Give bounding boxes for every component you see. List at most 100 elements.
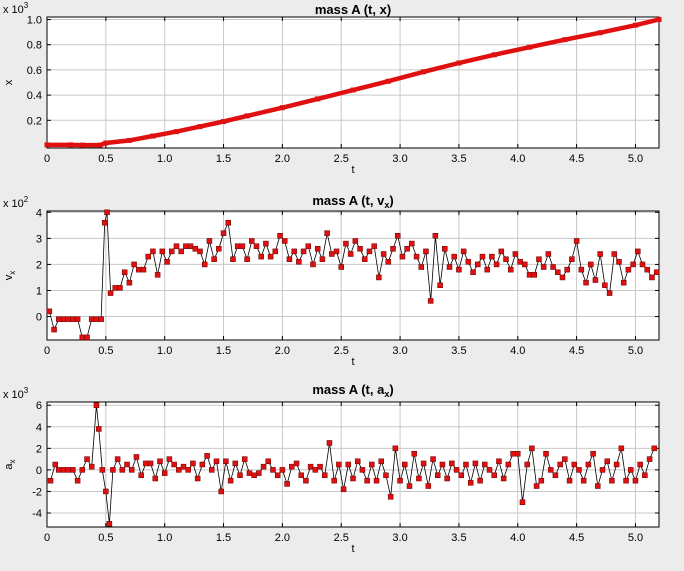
data-point <box>632 477 639 484</box>
x-tick-label: 4.5 <box>569 532 584 544</box>
data-point <box>145 253 151 260</box>
data-point <box>387 494 394 500</box>
data-point <box>491 52 497 58</box>
data-point <box>150 248 156 255</box>
x-tick-label: 2.0 <box>275 532 290 544</box>
y-tick-label: 1.0 <box>27 15 42 27</box>
data-point <box>519 499 526 505</box>
data-point <box>194 475 201 482</box>
data-point <box>413 253 420 260</box>
x-tick-label: 1.0 <box>157 532 172 544</box>
data-point <box>597 251 603 257</box>
data-point <box>555 269 561 275</box>
data-point <box>307 463 314 470</box>
data-point <box>225 219 231 226</box>
x-tick-label: 0 <box>44 153 50 165</box>
y-tick-label: 3 <box>36 233 42 245</box>
data-point <box>99 467 106 473</box>
data-point <box>176 467 182 473</box>
data-point <box>258 253 264 260</box>
data-point <box>88 463 95 470</box>
data-point <box>642 472 648 479</box>
data-point <box>656 17 662 23</box>
data-point <box>126 137 132 143</box>
data-point <box>213 458 220 465</box>
data-point <box>366 248 373 255</box>
data-point <box>625 266 632 273</box>
data-point <box>439 461 446 468</box>
data-point <box>47 477 54 484</box>
data-point <box>649 274 655 281</box>
data-point <box>173 129 179 135</box>
data-point <box>559 274 566 281</box>
chart-title: mass A (t, vx) <box>312 193 393 210</box>
data-point <box>597 30 603 36</box>
data-point <box>201 261 208 268</box>
data-point <box>126 279 133 286</box>
data-point <box>157 458 163 465</box>
data-point <box>423 248 429 255</box>
data-point <box>362 256 368 262</box>
data-point <box>131 261 137 268</box>
x-tick-label: 1.5 <box>216 153 231 165</box>
data-point <box>616 259 622 265</box>
y-tick-label: 4 <box>36 422 42 434</box>
data-point <box>611 251 618 257</box>
data-point <box>314 246 321 252</box>
data-point <box>427 298 434 304</box>
data-point <box>326 440 333 446</box>
data-point <box>536 256 542 262</box>
y-tick-label: -2 <box>32 486 42 498</box>
data-point <box>206 238 213 244</box>
data-point <box>103 140 109 146</box>
data-point <box>475 261 481 268</box>
y-tick-label: 4 <box>36 207 42 219</box>
data-point <box>470 269 476 275</box>
data-point <box>310 261 316 268</box>
data-point <box>65 316 71 322</box>
data-point <box>152 475 159 482</box>
data-point <box>338 264 344 270</box>
y-tick-label: 1 <box>36 285 42 297</box>
data-point <box>538 477 545 484</box>
data-point <box>106 521 113 527</box>
data-point <box>68 142 74 148</box>
data-point <box>583 279 589 286</box>
data-point <box>451 253 457 260</box>
data-point <box>566 477 573 484</box>
data-point <box>322 472 328 479</box>
data-point <box>169 248 175 255</box>
data-point <box>112 285 119 291</box>
data-point <box>267 253 274 260</box>
data-point <box>303 477 309 484</box>
x-tick-label: 4.0 <box>510 532 525 544</box>
data-point <box>489 253 495 260</box>
x-tick-label: 0.5 <box>98 153 113 165</box>
data-point <box>635 248 641 255</box>
data-point <box>472 460 479 467</box>
x-tick-label: 0.5 <box>98 532 113 544</box>
data-point <box>592 277 599 283</box>
data-point <box>315 96 321 102</box>
data-point <box>458 472 465 479</box>
data-point <box>409 240 415 247</box>
data-point <box>357 246 363 252</box>
x-tick-label: 5.0 <box>628 532 643 544</box>
data-point <box>147 460 154 467</box>
data-point <box>244 256 250 262</box>
data-point <box>178 248 184 255</box>
data-point <box>425 483 432 489</box>
data-point <box>256 470 262 476</box>
data-point <box>442 246 448 252</box>
data-point <box>166 456 173 462</box>
data-point <box>578 266 585 273</box>
data-point <box>70 316 76 322</box>
x-tick-label: 3.5 <box>451 153 466 165</box>
x-tick-label: 0 <box>44 345 50 357</box>
data-point <box>65 467 71 473</box>
data-point <box>606 290 613 296</box>
data-point <box>418 264 425 270</box>
data-point <box>515 450 521 457</box>
plot-frame <box>46 401 660 528</box>
